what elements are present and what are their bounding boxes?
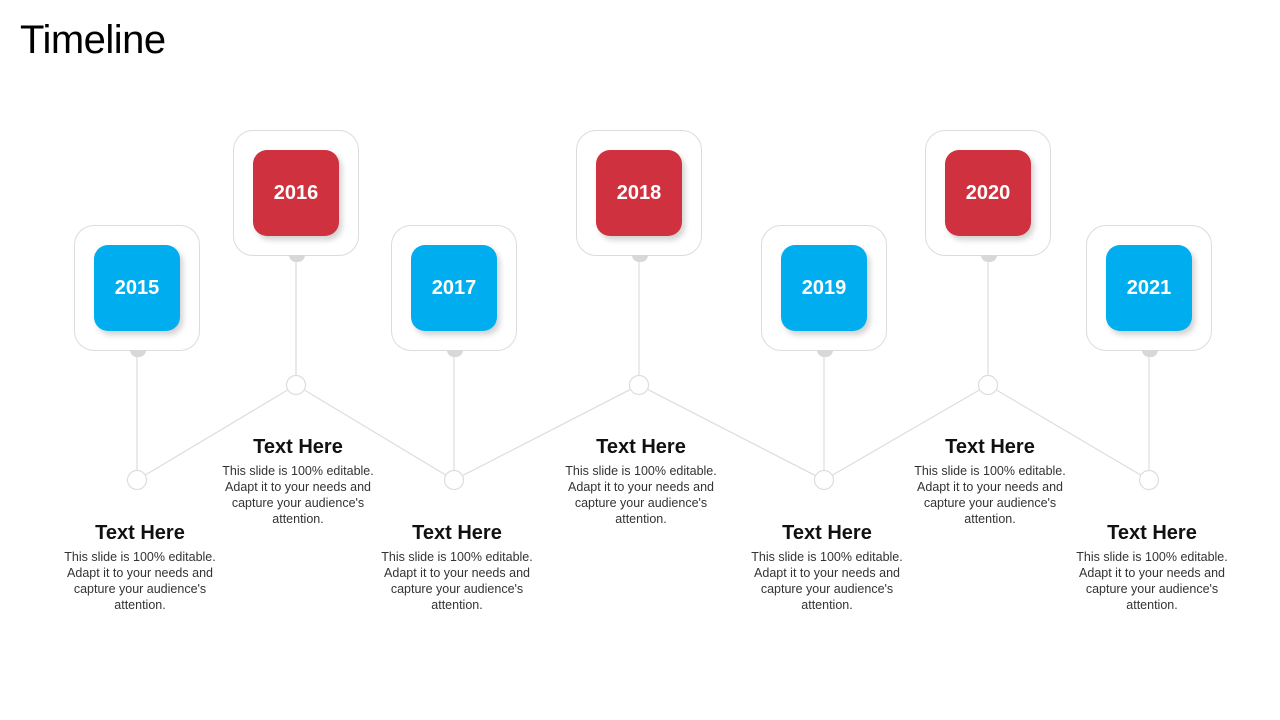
year-card: 2017 — [391, 225, 517, 357]
item-description: This slide is 100% editable. Adapt it to… — [64, 550, 216, 612]
item-description: This slide is 100% editable. Adapt it to… — [1076, 550, 1228, 612]
timeline-node — [813, 469, 835, 491]
card-tab — [817, 350, 833, 357]
year-card: 2020 — [925, 130, 1051, 262]
card-tab — [289, 255, 305, 262]
zigzag-line — [996, 389, 1141, 476]
timeline-text: Text Here This slide is 100% editable. Ad… — [377, 522, 537, 613]
card-tab — [632, 255, 648, 262]
slide-title: Timeline — [20, 18, 166, 62]
timeline-node — [977, 374, 999, 396]
timeline-text: Text Here This slide is 100% editable. Ad… — [218, 436, 378, 527]
item-description: This slide is 100% editable. Adapt it to… — [751, 550, 903, 612]
year-badge: 2021 — [1106, 245, 1192, 331]
year-badge: 2020 — [945, 150, 1031, 236]
year-card: 2019 — [761, 225, 887, 357]
year-badge: 2015 — [94, 245, 180, 331]
year-badge: 2017 — [411, 245, 497, 331]
year-card: 2015 — [74, 225, 200, 357]
zigzag-line — [647, 389, 816, 476]
year-badge: 2018 — [596, 150, 682, 236]
item-heading: Text Here — [782, 522, 872, 544]
zigzag-line — [462, 389, 631, 476]
timeline-node — [1138, 469, 1160, 491]
item-heading: Text Here — [1107, 522, 1197, 544]
timeline-node — [126, 469, 148, 491]
item-heading: Text Here — [596, 436, 686, 458]
item-description: This slide is 100% editable. Adapt it to… — [565, 464, 717, 526]
card-tab — [1142, 350, 1158, 357]
timeline-node — [285, 374, 307, 396]
item-description: This slide is 100% editable. Adapt it to… — [222, 464, 374, 526]
year-card: 2021 — [1086, 225, 1212, 357]
timeline-text: Text Here This slide is 100% editable. Ad… — [561, 436, 721, 527]
item-description: This slide is 100% editable. Adapt it to… — [914, 464, 1066, 526]
timeline-text: Text Here This slide is 100% editable. Ad… — [747, 522, 907, 613]
item-description: This slide is 100% editable. Adapt it to… — [381, 550, 533, 612]
timeline-text: Text Here This slide is 100% editable. Ad… — [1072, 522, 1232, 613]
card-tab — [447, 350, 463, 357]
timeline-text: Text Here This slide is 100% editable. Ad… — [60, 522, 220, 613]
zigzag-line — [832, 389, 980, 476]
timeline-node — [628, 374, 650, 396]
zigzag-line — [304, 389, 446, 476]
year-badge: 2019 — [781, 245, 867, 331]
timeline-node — [443, 469, 465, 491]
year-card: 2016 — [233, 130, 359, 262]
item-heading: Text Here — [253, 436, 343, 458]
timeline-text: Text Here This slide is 100% editable. Ad… — [910, 436, 1070, 527]
card-tab — [130, 350, 146, 357]
card-tab — [981, 255, 997, 262]
zigzag-line — [145, 389, 288, 476]
item-heading: Text Here — [95, 522, 185, 544]
year-badge: 2016 — [253, 150, 339, 236]
year-card: 2018 — [576, 130, 702, 262]
item-heading: Text Here — [945, 436, 1035, 458]
item-heading: Text Here — [412, 522, 502, 544]
